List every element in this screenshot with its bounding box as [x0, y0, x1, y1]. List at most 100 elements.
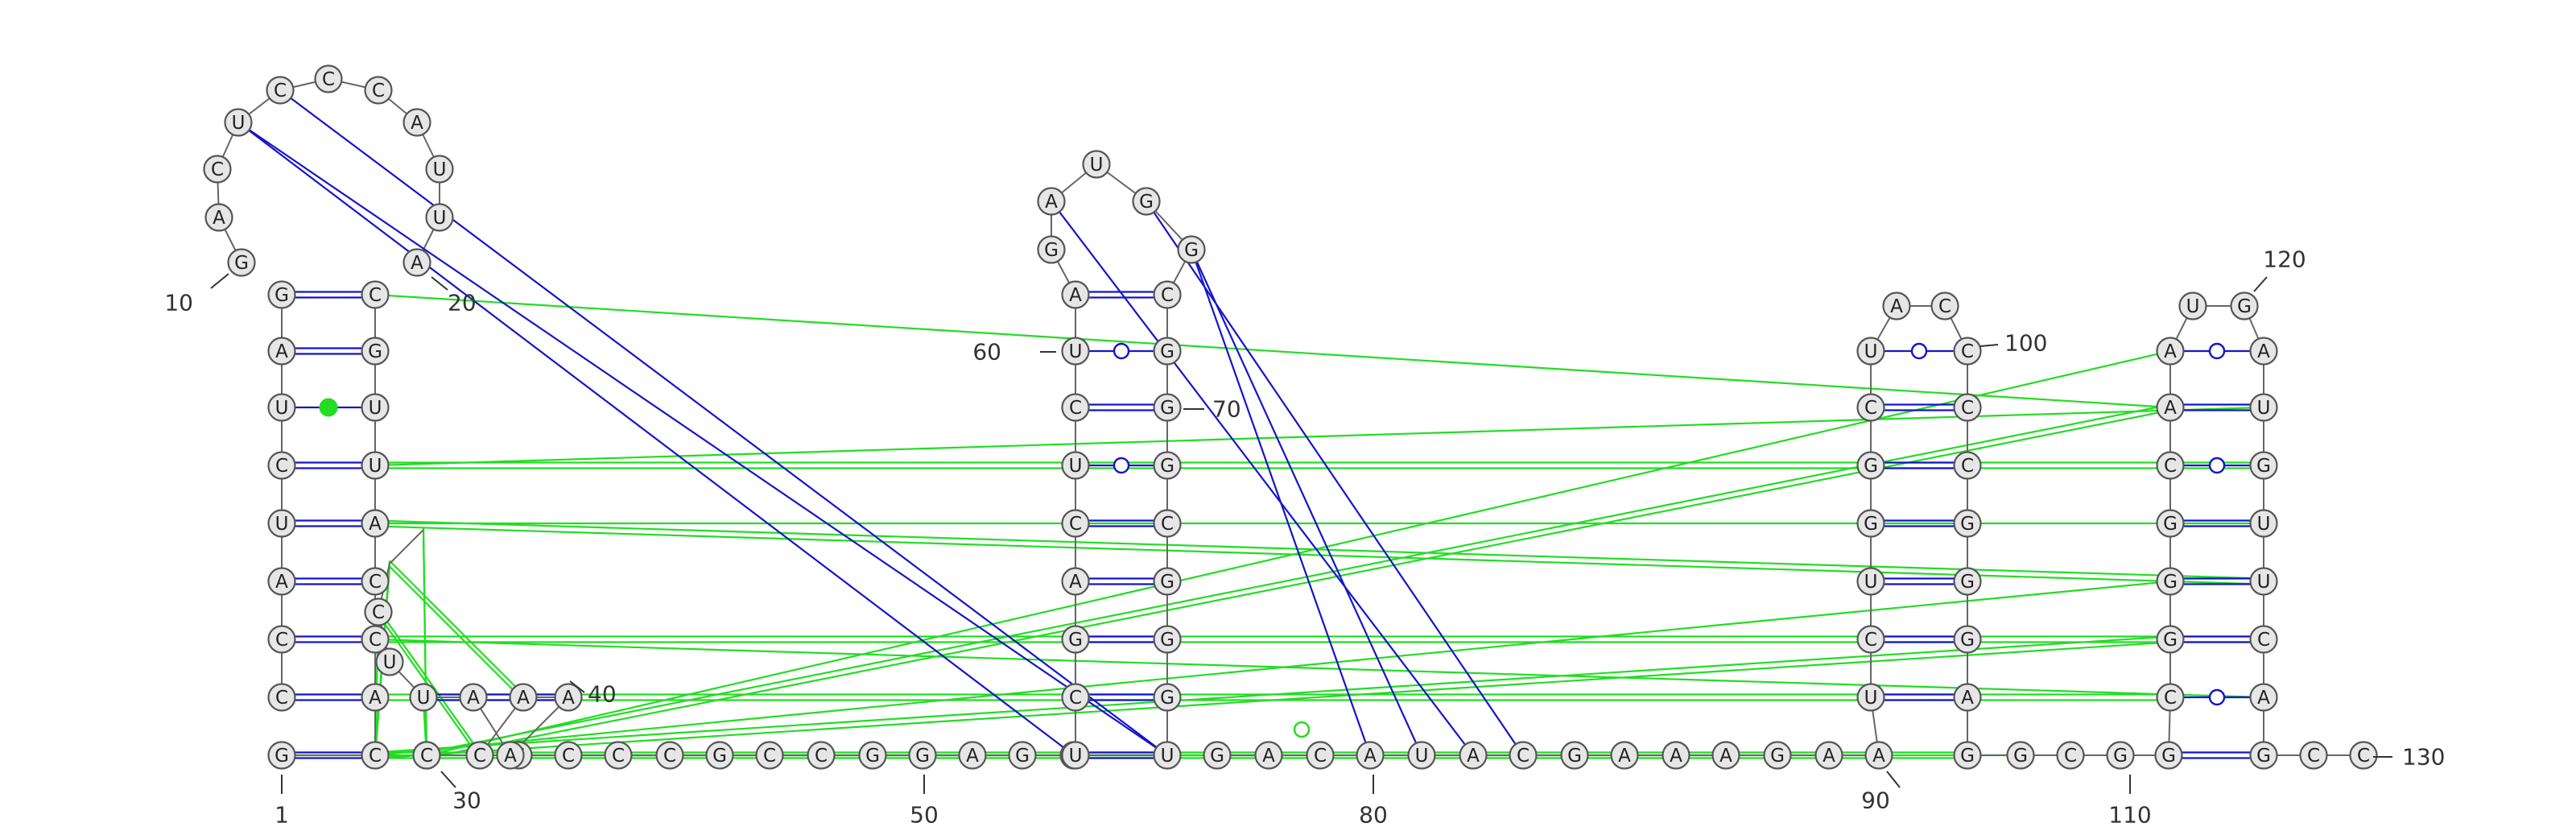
svg-text:A: A: [1823, 746, 1835, 767]
nucleotide: G: [705, 741, 734, 770]
nucleotide: G: [858, 741, 887, 770]
svg-text:G: G: [1960, 630, 1975, 651]
svg-text:C: C: [1864, 398, 1877, 419]
svg-text:G: G: [915, 746, 930, 767]
svg-text:C: C: [369, 630, 382, 651]
svg-text:C: C: [372, 81, 385, 101]
position-label: 80: [1359, 802, 1388, 829]
nucleotide: G: [2156, 625, 2185, 654]
nucleotide: C: [1509, 741, 1538, 770]
svg-text:G: G: [712, 746, 727, 767]
svg-text:A: A: [275, 341, 288, 362]
position-label: 30: [452, 787, 481, 814]
nucleotide: G: [2006, 741, 2035, 770]
backbone-layer: [217, 78, 2363, 756]
svg-text:A: A: [213, 208, 225, 229]
svg-text:G: G: [1960, 514, 1975, 535]
nucleotide: A: [1814, 741, 1843, 770]
nucleotide: G: [908, 741, 937, 770]
noncanonical-pair-marker: [1293, 721, 1311, 738]
nucleotide: U: [1856, 567, 1885, 596]
nucleotide: G: [2156, 509, 2185, 538]
svg-text:G: G: [2163, 514, 2178, 535]
svg-text:G: G: [2256, 456, 2271, 477]
svg-text:C: C: [274, 81, 287, 101]
nucleotide: C: [755, 741, 784, 770]
svg-text:C: C: [815, 746, 828, 767]
svg-text:C: C: [1314, 746, 1327, 767]
nucleotide: A: [1882, 291, 1911, 320]
nucleotide: A: [496, 741, 525, 770]
position-label: 1: [275, 802, 289, 829]
nucleotide: G: [361, 337, 390, 366]
svg-text:A: A: [2257, 341, 2270, 362]
svg-text:G: G: [1160, 630, 1174, 651]
nucleotide: U: [224, 108, 253, 137]
nucleotide: A: [204, 203, 233, 232]
svg-text:U: U: [1069, 746, 1083, 767]
svg-text:C: C: [1161, 285, 1174, 306]
position-tick: [1886, 771, 1901, 788]
svg-text:U: U: [433, 159, 447, 180]
svg-text:C: C: [1938, 296, 1951, 317]
nucleotide: G: [1203, 741, 1232, 770]
wobble-pair-marker: [2208, 457, 2226, 474]
svg-text:A: A: [504, 746, 517, 767]
svg-text:G: G: [234, 253, 249, 274]
svg-text:C: C: [1069, 688, 1082, 709]
nucleotide: A: [1356, 741, 1385, 770]
svg-text:G: G: [2163, 630, 2178, 651]
nucleotide: C: [1061, 509, 1090, 538]
svg-text:C: C: [1961, 456, 1974, 477]
long-range-pair-line: [279, 89, 1168, 756]
svg-text:U: U: [417, 688, 431, 709]
position-label: 20: [448, 290, 477, 316]
nucleotide: A: [1459, 741, 1488, 770]
svg-text:G: G: [1160, 398, 1174, 419]
tertiary-interaction-line: [389, 560, 524, 696]
position-label: 50: [910, 802, 939, 829]
long-range-pair-line: [1051, 200, 1474, 756]
nucleotide: C: [2056, 741, 2085, 770]
svg-text:U: U: [2257, 514, 2271, 535]
nucleotide: C: [361, 280, 390, 309]
nucleotide: G: [2106, 741, 2135, 770]
svg-text:G: G: [1015, 746, 1030, 767]
nucleotide: A: [1061, 280, 1090, 309]
nucleotide: U: [425, 155, 454, 184]
wobble-pair-marker: [1910, 342, 1928, 360]
svg-text:U: U: [1864, 572, 1878, 593]
svg-text:A: A: [467, 688, 480, 709]
tertiary-interaction-line: [374, 638, 2264, 699]
position-label: 110: [2108, 802, 2151, 829]
nucleotide: U: [1061, 451, 1090, 480]
nucleotide: U: [267, 509, 296, 538]
nucleotide: C: [1153, 280, 1182, 309]
nucleotide: A: [1037, 187, 1066, 216]
tertiary-interaction-line: [378, 608, 481, 754]
nucleotide: G: [1856, 509, 1885, 538]
nucleotide: U: [1153, 741, 1182, 770]
nucleotide: A: [509, 683, 538, 712]
nucleotide: G: [2249, 451, 2278, 480]
nucleotide: A: [361, 683, 390, 712]
long-range-pair-line: [237, 122, 1168, 756]
nucleotide: C: [1856, 625, 1885, 654]
long-range-pair-line: [1190, 249, 1423, 756]
nucleotide: G: [227, 248, 256, 277]
nucleotide: A: [361, 509, 390, 538]
position-label: 70: [1212, 396, 1241, 423]
svg-text:G: G: [2161, 746, 2176, 767]
svg-text:C: C: [2307, 746, 2320, 767]
svg-text:U: U: [275, 398, 289, 419]
svg-text:A: A: [562, 688, 575, 709]
noncanonical-pair-marker: [319, 398, 338, 417]
svg-text:A: A: [411, 113, 423, 134]
svg-text:A: A: [1364, 746, 1377, 767]
svg-text:G: G: [1567, 746, 1582, 767]
svg-text:A: A: [1890, 296, 1903, 317]
nucleotide: G: [1953, 741, 1982, 770]
svg-text:A: A: [1961, 688, 1974, 709]
svg-text:C: C: [1864, 630, 1877, 651]
nucleotide: A: [1610, 741, 1639, 770]
